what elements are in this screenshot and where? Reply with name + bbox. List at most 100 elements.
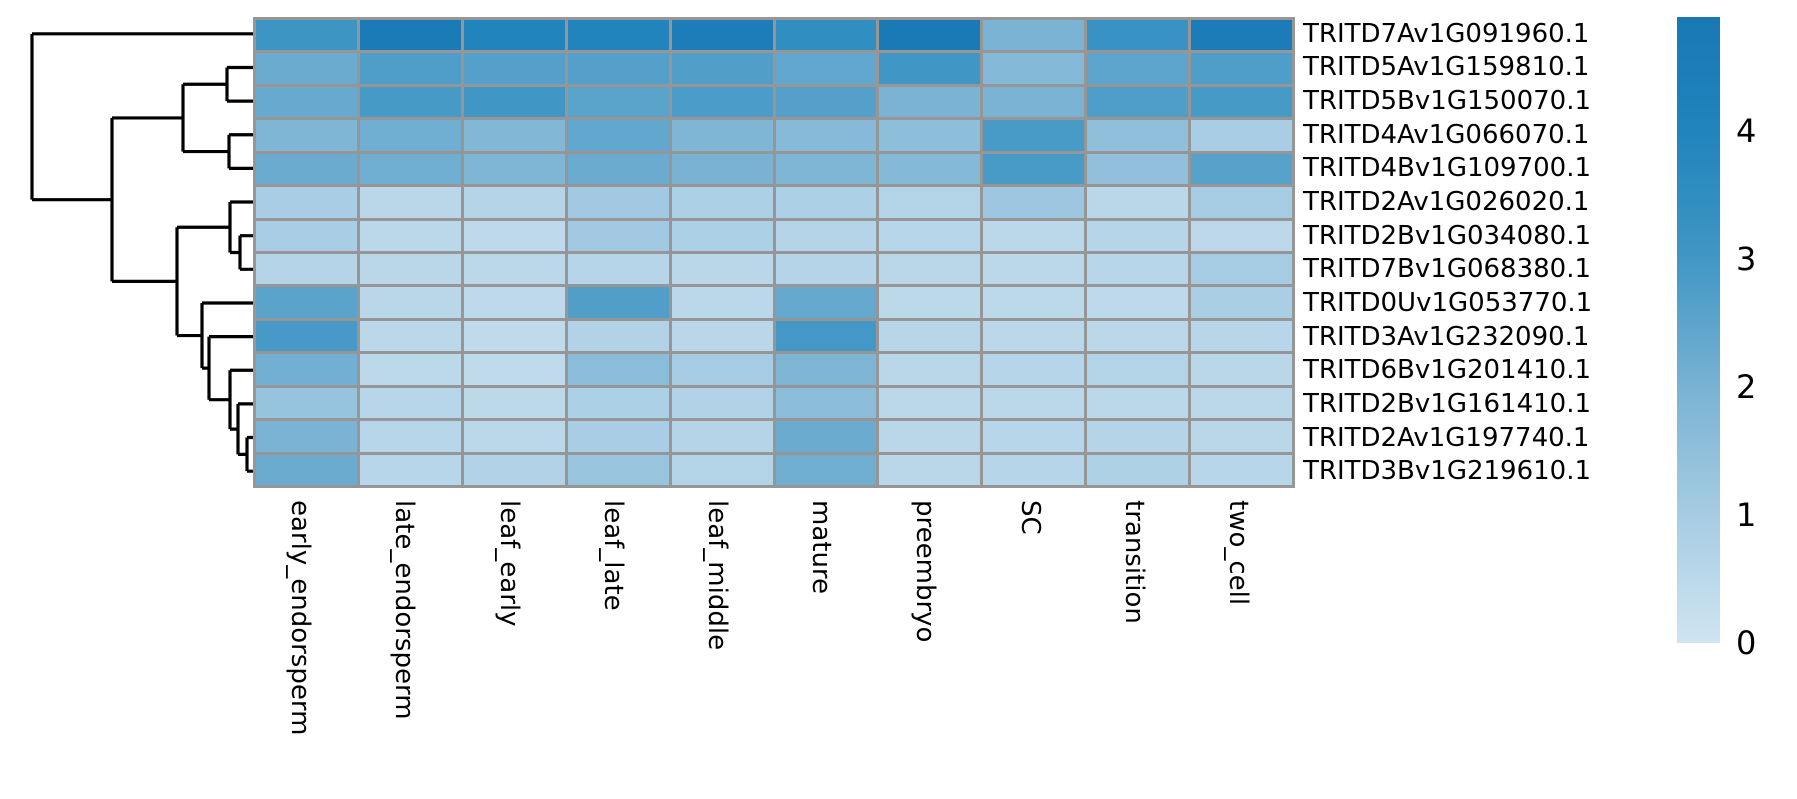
heatmap-cell <box>983 220 1085 251</box>
heatmap-cell <box>359 53 461 84</box>
heatmap-cell <box>1191 187 1292 218</box>
heatmap-cell <box>671 153 773 185</box>
heatmap-cell <box>671 454 773 485</box>
heatmap-cell <box>567 454 669 485</box>
heatmap-cell <box>359 287 461 318</box>
heatmap-cell <box>256 387 357 419</box>
heatmap-cell <box>1191 387 1292 419</box>
heatmap-cell <box>1191 86 1292 118</box>
heatmap-cell <box>1087 454 1189 485</box>
heatmap-cell <box>359 120 461 151</box>
heatmap-cell <box>1087 387 1189 419</box>
heatmap-cell <box>256 287 357 318</box>
heatmap-cell <box>359 20 461 51</box>
heatmap-cell <box>1191 153 1292 185</box>
heatmap-cell <box>1087 53 1189 84</box>
col-label: early_endorsperm <box>285 500 316 736</box>
heatmap-cell <box>359 387 461 419</box>
heatmap-cell <box>463 220 565 251</box>
heatmap-cell <box>671 220 773 251</box>
heatmap-cell <box>1191 287 1292 318</box>
heatmap-cell <box>463 254 565 285</box>
heatmap-cell <box>1191 320 1292 352</box>
heatmap-cell <box>1191 454 1292 485</box>
heatmap-cell <box>775 86 877 118</box>
heatmap-cell <box>983 120 1085 151</box>
heatmap-cell <box>1087 187 1189 218</box>
row-label: TRITD7Av1G091960.1 <box>1303 18 1590 49</box>
heatmap-cell <box>1087 354 1189 385</box>
heatmap-cell <box>671 421 773 452</box>
heatmap-cell <box>983 53 1085 84</box>
colorbar-tick-label: 1 <box>1736 495 1757 534</box>
heatmap-cell <box>359 254 461 285</box>
heatmap-cell <box>256 454 357 485</box>
heatmap-cell <box>567 421 669 452</box>
col-label: mature <box>806 500 837 595</box>
heatmap-cell <box>463 354 565 385</box>
heatmap-cell <box>1087 320 1189 352</box>
colorbar-tick-label: 2 <box>1736 367 1757 406</box>
heatmap-cell <box>256 53 357 84</box>
row-label: TRITD2Av1G197740.1 <box>1303 422 1590 453</box>
heatmap-cell <box>256 421 357 452</box>
heatmap-cell <box>671 86 773 118</box>
heatmap-cell <box>879 86 981 118</box>
colorbar-tick-label: 4 <box>1736 111 1757 150</box>
heatmap-cell <box>463 454 565 485</box>
heatmap-cell <box>983 254 1085 285</box>
heatmap-cell <box>983 287 1085 318</box>
heatmap-cell <box>463 153 565 185</box>
heatmap-cell <box>256 254 357 285</box>
heatmap-cell <box>775 53 877 84</box>
heatmap-cell <box>775 254 877 285</box>
row-label: TRITD3Bv1G219610.1 <box>1303 456 1592 487</box>
col-label: two_cell <box>1222 500 1253 606</box>
heatmap-cell <box>463 20 565 51</box>
row-label: TRITD6Bv1G201410.1 <box>1303 355 1592 386</box>
heatmap-cell <box>1087 120 1189 151</box>
heatmap-cell <box>879 320 981 352</box>
heatmap-cell <box>879 153 981 185</box>
heatmap-cell <box>567 320 669 352</box>
heatmap-cell <box>983 187 1085 218</box>
heatmap-cell <box>256 86 357 118</box>
heatmap-cell <box>671 320 773 352</box>
heatmap-cell <box>1087 20 1189 51</box>
heatmap-cell <box>983 320 1085 352</box>
heatmap-cell <box>983 86 1085 118</box>
heatmap-cell <box>1191 120 1292 151</box>
col-label: leaf_early <box>493 500 524 627</box>
row-label: TRITD2Bv1G161410.1 <box>1303 388 1592 419</box>
heatmap-cell <box>879 220 981 251</box>
heatmap-cell <box>463 86 565 118</box>
heatmap-cell <box>256 187 357 218</box>
heatmap-cell <box>879 254 981 285</box>
heatmap-cell <box>671 387 773 419</box>
heatmap-cell <box>256 20 357 51</box>
heatmap-cell <box>256 320 357 352</box>
heatmap-cell <box>463 320 565 352</box>
heatmap-cell <box>775 387 877 419</box>
heatmap-cell <box>567 53 669 84</box>
heatmap-cell <box>879 421 981 452</box>
row-label: TRITD5Bv1G150070.1 <box>1303 86 1592 117</box>
heatmap-cell <box>879 287 981 318</box>
heatmap-cell <box>671 287 773 318</box>
heatmap-cell <box>983 153 1085 185</box>
heatmap-cell <box>359 320 461 352</box>
heatmap-cell <box>879 120 981 151</box>
heatmap-cell <box>983 454 1085 485</box>
col-label: preembryo <box>910 500 941 643</box>
row-label: TRITD7Bv1G068380.1 <box>1303 254 1592 285</box>
heatmap-cell <box>879 53 981 84</box>
heatmap-cell <box>567 254 669 285</box>
heatmap-cell <box>463 387 565 419</box>
heatmap-cell <box>671 20 773 51</box>
heatmap-cell <box>671 254 773 285</box>
heatmap-cell <box>463 187 565 218</box>
heatmap-cell <box>775 421 877 452</box>
row-label: TRITD3Av1G232090.1 <box>1303 321 1590 352</box>
heatmap-cell <box>256 220 357 251</box>
